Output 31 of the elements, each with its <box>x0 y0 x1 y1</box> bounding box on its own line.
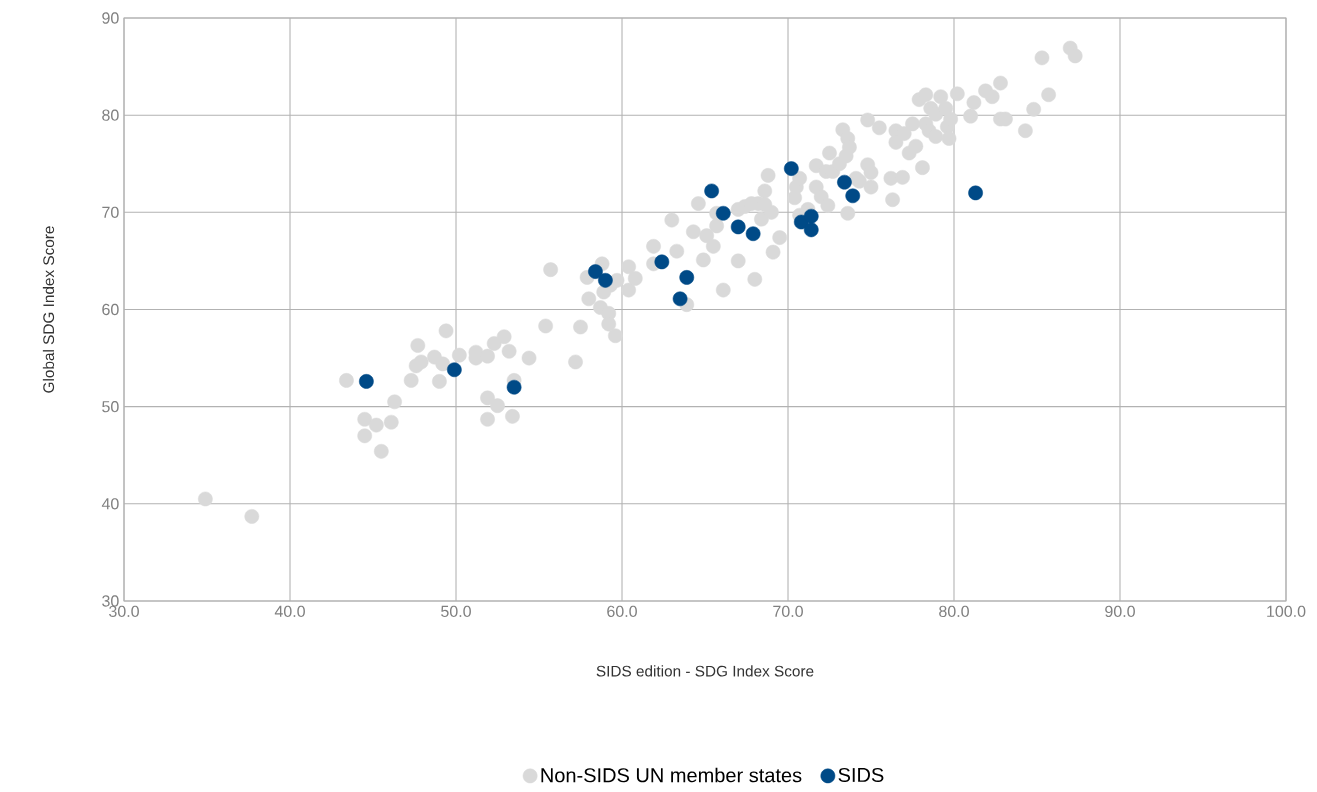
legend-label: Non-SIDS UN member states <box>541 767 802 783</box>
x-tick-label: 70.0 <box>773 605 803 618</box>
x-axis-title: SIDS edition - SDG Index Score <box>596 665 814 677</box>
y-tick-label: 70 <box>102 206 119 218</box>
point <box>783 161 799 176</box>
x-tick-label: 40.0 <box>274 605 305 618</box>
y-tick-label: 30 <box>102 595 119 607</box>
point <box>745 226 761 242</box>
point <box>837 174 852 190</box>
x-tick-label: 30.0 <box>109 605 139 618</box>
y-tick-label: 60 <box>102 303 119 316</box>
y-tick-label: 40 <box>101 498 119 510</box>
point <box>447 362 462 378</box>
x-tick-label: 50.0 <box>441 605 471 618</box>
point <box>968 185 983 201</box>
y-tick-label: 80 <box>102 109 119 121</box>
point <box>803 222 819 238</box>
y-tick-label: 50 <box>102 401 119 413</box>
point <box>704 183 719 199</box>
legend-label: SIDS <box>838 767 884 783</box>
point <box>598 273 613 288</box>
x-tick-label: 90.0 <box>1105 605 1135 618</box>
point <box>679 270 695 285</box>
x-tick-label: 100.0 <box>1267 605 1306 618</box>
point <box>730 219 746 235</box>
point <box>845 188 861 204</box>
y-tick-label: 90 <box>102 12 119 24</box>
point <box>359 374 374 389</box>
x-tick-label: 80.0 <box>939 605 969 618</box>
y-axis-title: Global SDG Index Score <box>42 226 55 393</box>
x-tick-label: 60.0 <box>607 605 637 618</box>
